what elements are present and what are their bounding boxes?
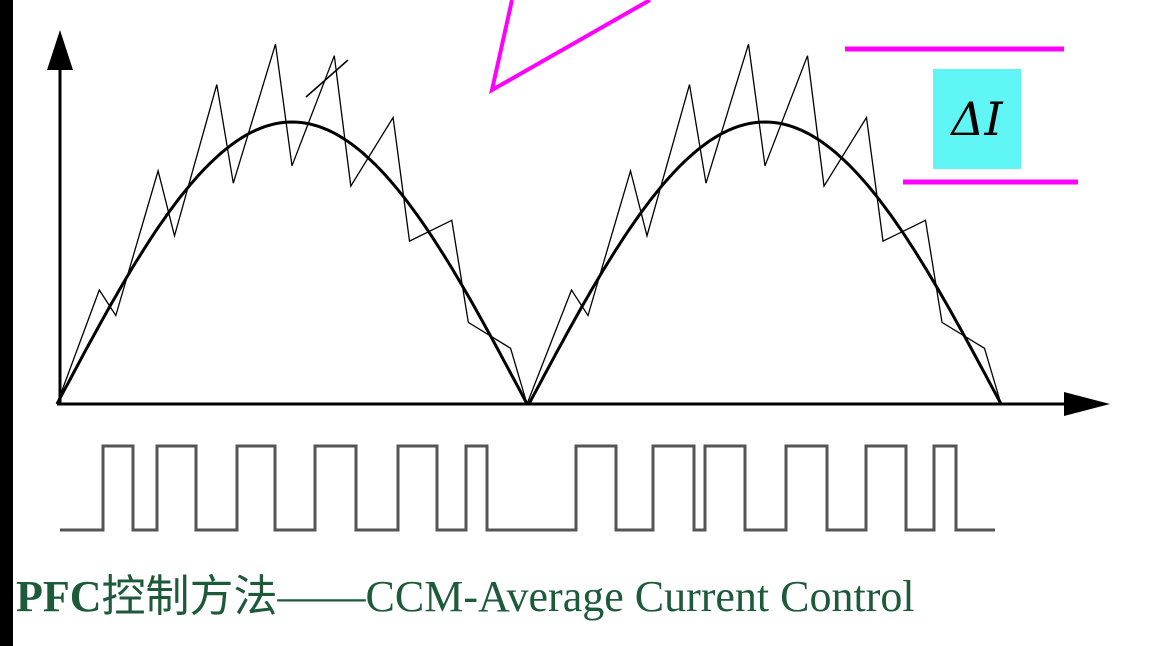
caption-english: CCM-Average Current Control bbox=[365, 572, 915, 621]
caption-prefix: PFC bbox=[16, 572, 102, 621]
delta-i-label: ΔI bbox=[951, 92, 1003, 146]
x-axis-arrow-icon bbox=[1064, 392, 1110, 416]
y-axis-arrow-icon bbox=[47, 30, 73, 70]
leader-line bbox=[305, 59, 349, 98]
average-current-curve bbox=[55, 120, 1003, 406]
pwm-switching-signal bbox=[60, 444, 995, 532]
inductor-current-ripple bbox=[56, 43, 1002, 407]
magenta-callout-shape bbox=[489, 0, 651, 94]
slide-caption: PFC控制方法——CCM-Average Current Control bbox=[16, 567, 915, 627]
caption-chinese: 控制方法—— bbox=[101, 572, 366, 621]
delta-i-label-box bbox=[933, 69, 1021, 169]
